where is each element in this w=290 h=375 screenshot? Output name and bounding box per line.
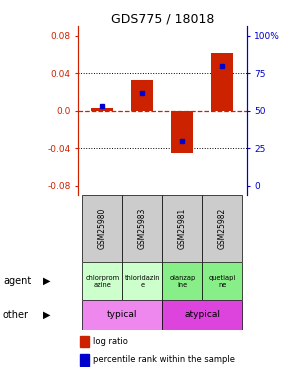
Bar [202, 262, 242, 300]
Text: GSM25981: GSM25981 [178, 208, 187, 249]
Text: log ratio: log ratio [93, 337, 128, 346]
Text: agent: agent [3, 276, 31, 286]
Text: other: other [3, 310, 29, 320]
Bar [82, 300, 162, 330]
Bar [80, 354, 89, 366]
Text: ▶: ▶ [43, 276, 50, 286]
Text: GSM25982: GSM25982 [218, 208, 227, 249]
Title: GDS775 / 18018: GDS775 / 18018 [111, 12, 214, 25]
Bar [80, 336, 89, 347]
Bar [122, 262, 162, 300]
Text: thioridazin
e: thioridazin e [125, 275, 160, 288]
Bar [91, 108, 113, 111]
Text: GSM25983: GSM25983 [138, 208, 147, 249]
Bar [162, 195, 202, 262]
Bar [162, 300, 242, 330]
Bar [211, 53, 233, 111]
Text: GSM25980: GSM25980 [98, 208, 107, 249]
Bar [82, 262, 122, 300]
Text: olanzap
ine: olanzap ine [169, 275, 195, 288]
Bar [131, 80, 153, 111]
Text: ▶: ▶ [43, 310, 50, 320]
Bar [122, 195, 162, 262]
Bar [82, 195, 122, 262]
Text: typical: typical [107, 310, 137, 320]
Text: atypical: atypical [184, 310, 220, 320]
Text: quetiapi
ne: quetiapi ne [209, 275, 236, 288]
Bar [202, 195, 242, 262]
Bar [171, 111, 193, 153]
Bar [162, 262, 202, 300]
Text: chlorprom
azine: chlorprom azine [85, 275, 119, 288]
Text: percentile rank within the sample: percentile rank within the sample [93, 356, 235, 364]
